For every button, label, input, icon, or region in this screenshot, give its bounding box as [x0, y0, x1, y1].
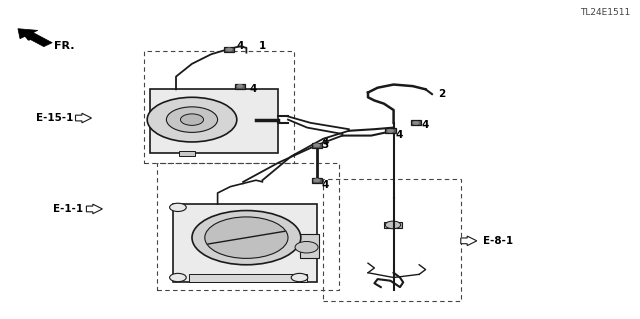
Bar	[312, 143, 322, 148]
Circle shape	[166, 107, 218, 132]
Circle shape	[291, 273, 308, 282]
Text: 2: 2	[438, 89, 445, 99]
Bar	[235, 84, 245, 89]
Bar	[323, 179, 461, 301]
FancyArrow shape	[86, 204, 102, 214]
Bar	[144, 51, 294, 163]
Circle shape	[295, 241, 318, 253]
Text: 4: 4	[321, 180, 329, 190]
Circle shape	[205, 217, 288, 258]
Text: E-1-1: E-1-1	[53, 204, 83, 214]
Text: 4: 4	[237, 41, 244, 51]
Circle shape	[180, 114, 204, 125]
Text: 4: 4	[396, 130, 403, 140]
FancyArrow shape	[76, 113, 92, 123]
Text: E-15-1: E-15-1	[36, 113, 74, 123]
Bar	[150, 89, 278, 153]
Text: 4: 4	[421, 120, 429, 130]
FancyArrow shape	[461, 236, 477, 246]
Bar	[312, 178, 322, 183]
Circle shape	[192, 211, 301, 265]
Text: FR.: FR.	[54, 41, 75, 51]
Circle shape	[387, 129, 394, 132]
Circle shape	[314, 179, 320, 182]
Text: 4: 4	[250, 84, 257, 94]
Circle shape	[170, 203, 186, 211]
Circle shape	[314, 144, 320, 147]
Text: TL24E1511: TL24E1511	[580, 8, 630, 17]
Bar	[157, 163, 339, 290]
Circle shape	[385, 221, 401, 229]
Bar	[411, 120, 421, 125]
Bar	[224, 47, 234, 52]
Bar	[173, 204, 317, 282]
Text: E-8-1: E-8-1	[483, 236, 513, 246]
Circle shape	[147, 97, 237, 142]
Text: 4: 4	[321, 137, 329, 147]
Circle shape	[226, 48, 232, 51]
Bar	[179, 151, 195, 156]
Circle shape	[170, 273, 186, 282]
Bar	[385, 128, 396, 133]
Text: 1: 1	[259, 41, 266, 51]
Bar	[384, 222, 402, 228]
Bar	[300, 234, 319, 258]
Bar	[189, 274, 307, 282]
Circle shape	[413, 121, 419, 124]
Text: 3: 3	[321, 140, 328, 150]
FancyArrow shape	[18, 29, 52, 47]
Circle shape	[237, 85, 243, 88]
